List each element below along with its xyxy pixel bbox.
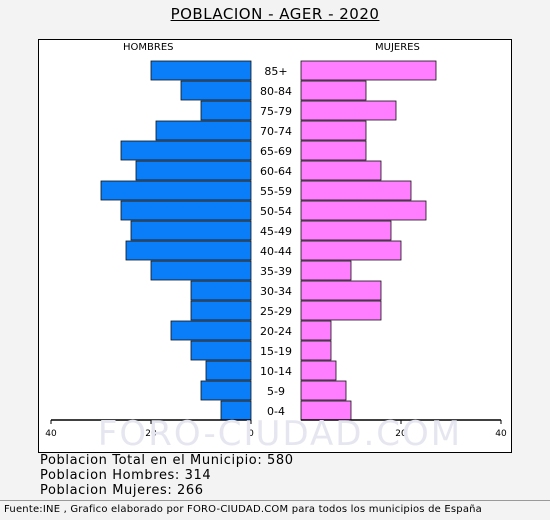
bar-hombres-25-29 xyxy=(190,300,252,321)
population-pyramid: 85+ 80-84 75-79 70-74 65-69 60-64 55-59 50-54 45… xyxy=(45,60,507,439)
age-label-70-74: 70-74 xyxy=(260,125,292,138)
bar-mujeres-85+ xyxy=(300,60,437,81)
bar-hombres-45-49 xyxy=(130,220,252,241)
age-label-30-34: 30-34 xyxy=(260,285,292,298)
bar-mujeres-35-39 xyxy=(300,260,352,281)
age-label-75-79: 75-79 xyxy=(260,105,292,118)
summary-total: Poblacion Total en el Municipio: 580 xyxy=(40,453,294,468)
bar-hombres-50-54 xyxy=(120,200,252,221)
age-label-15-19: 15-19 xyxy=(260,345,292,358)
footer-divider xyxy=(0,500,550,501)
bar-hombres-60-64 xyxy=(135,160,252,181)
age-label-85+: 85+ xyxy=(264,65,287,78)
bar-mujeres-65-69 xyxy=(300,140,367,161)
bar-mujeres-45-49 xyxy=(300,220,392,241)
bar-mujeres-50-54 xyxy=(300,200,427,221)
age-label-10-14: 10-14 xyxy=(260,365,292,378)
tick-label-left-0: 0 xyxy=(248,429,254,439)
chart-title: POBLACION - AGER - 2020 xyxy=(170,5,380,23)
age-label-80-84: 80-84 xyxy=(260,85,292,98)
summary-men: Poblacion Hombres: 314 xyxy=(40,468,212,483)
bar-hombres-20-24 xyxy=(170,320,252,341)
footer-source: Fuente:INE , Grafico elaborado por FORO-… xyxy=(4,504,483,515)
bar-mujeres-40-44 xyxy=(300,240,402,261)
bar-hombres-40-44 xyxy=(125,240,252,261)
bar-mujeres-5-9 xyxy=(300,380,347,401)
age-label-60-64: 60-64 xyxy=(260,165,292,178)
bar-hombres-35-39 xyxy=(150,260,252,281)
bar-mujeres-15-19 xyxy=(300,340,332,361)
bar-hombres-55-59 xyxy=(100,180,252,201)
age-label-40-44: 40-44 xyxy=(260,245,292,258)
bar-mujeres-60-64 xyxy=(300,160,382,181)
bar-hombres-0-4 xyxy=(220,400,252,421)
tick-label-right-40: 40 xyxy=(495,429,507,439)
age-label-55-59: 55-59 xyxy=(260,185,292,198)
age-label-45-49: 45-49 xyxy=(260,225,292,238)
bar-hombres-75-79 xyxy=(200,100,252,121)
bar-hombres-30-34 xyxy=(190,280,252,301)
tick-label-left-20: 20 xyxy=(145,429,157,439)
age-label-5-9: 5-9 xyxy=(267,385,285,398)
bar-hombres-10-14 xyxy=(205,360,252,381)
chart-panel: HOMBRES MUJERES 85+ 80-84 75-79 70-74 65-69 6… xyxy=(38,39,512,453)
right-series-label: MUJERES xyxy=(375,42,420,53)
bar-hombres-70-74 xyxy=(155,120,252,141)
bar-mujeres-55-59 xyxy=(300,180,412,201)
bar-mujeres-20-24 xyxy=(300,320,332,341)
bar-mujeres-10-14 xyxy=(300,360,337,381)
left-series-label: HOMBRES xyxy=(123,42,174,53)
bar-hombres-65-69 xyxy=(120,140,252,161)
bar-hombres-85+ xyxy=(150,60,252,81)
age-label-0-4: 0-4 xyxy=(267,405,285,418)
bar-hombres-5-9 xyxy=(200,380,252,401)
age-label-65-69: 65-69 xyxy=(260,145,292,158)
tick-label-left-40: 40 xyxy=(45,429,57,439)
bar-mujeres-70-74 xyxy=(300,120,367,141)
age-label-20-24: 20-24 xyxy=(260,325,292,338)
bar-mujeres-80-84 xyxy=(300,80,367,101)
bar-hombres-80-84 xyxy=(180,80,252,101)
bar-mujeres-75-79 xyxy=(300,100,397,121)
age-label-50-54: 50-54 xyxy=(260,205,292,218)
bar-mujeres-25-29 xyxy=(300,300,382,321)
bar-hombres-15-19 xyxy=(190,340,252,361)
age-label-35-39: 35-39 xyxy=(260,265,292,278)
summary-women: Poblacion Mujeres: 266 xyxy=(40,483,204,498)
tick-label-right-20: 20 xyxy=(395,429,407,439)
bar-mujeres-30-34 xyxy=(300,280,382,301)
age-label-25-29: 25-29 xyxy=(260,305,292,318)
bar-mujeres-0-4 xyxy=(300,400,352,421)
